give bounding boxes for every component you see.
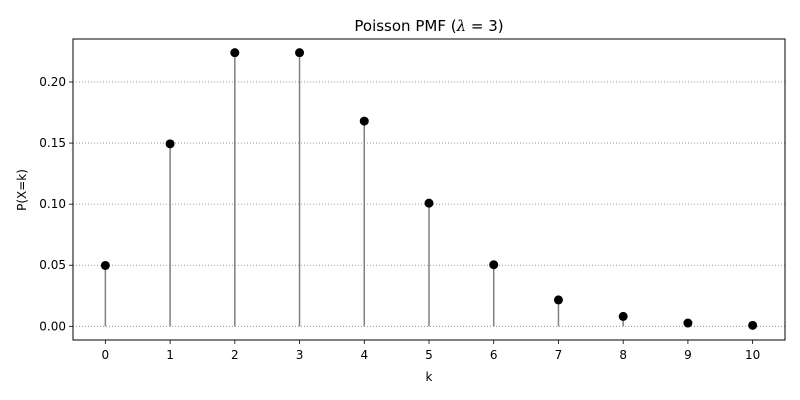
stem-marker: [748, 320, 758, 330]
chart-title: Poisson PMF (λ = 3): [354, 17, 503, 35]
x-tick-label: 2: [231, 348, 239, 362]
stem-marker: [424, 198, 434, 208]
y-axis-label: P(X=k): [15, 169, 29, 211]
stem-marker: [489, 260, 499, 270]
y-tick-label: 0.10: [39, 197, 66, 211]
stem-marker: [618, 311, 628, 321]
x-tick-label: 1: [166, 348, 174, 362]
y-tick-label: 0.05: [39, 258, 66, 272]
x-tick-label: 9: [684, 348, 692, 362]
stem-marker: [295, 48, 305, 58]
stem-marker: [165, 139, 175, 149]
x-tick-label: 5: [425, 348, 433, 362]
x-tick-label: 7: [555, 348, 563, 362]
y-axis-ticks: 0.00 0.05 0.10 0.15 0.20: [39, 75, 73, 333]
stem-marker: [553, 295, 563, 305]
stem-lines: [104, 52, 754, 327]
x-tick-label: 3: [296, 348, 304, 362]
y-tick-label: 0.15: [39, 136, 66, 150]
x-tick-label: 0: [102, 348, 110, 362]
x-tick-label: 8: [619, 348, 627, 362]
x-axis-label: k: [426, 370, 433, 384]
x-axis-ticks: 0 1 2 3 4 5 6 7 8 9 10: [102, 340, 760, 362]
stem-marker: [230, 48, 240, 58]
stem-marker: [683, 318, 693, 328]
stem-marker: [100, 260, 110, 270]
y-tick-label: 0.20: [39, 75, 66, 89]
y-tick-label: 0.00: [39, 319, 66, 333]
stem-markers: [100, 48, 758, 330]
x-tick-label: 6: [490, 348, 498, 362]
x-tick-label: 4: [360, 348, 368, 362]
x-tick-label: 10: [745, 348, 760, 362]
stem-marker: [359, 116, 369, 126]
